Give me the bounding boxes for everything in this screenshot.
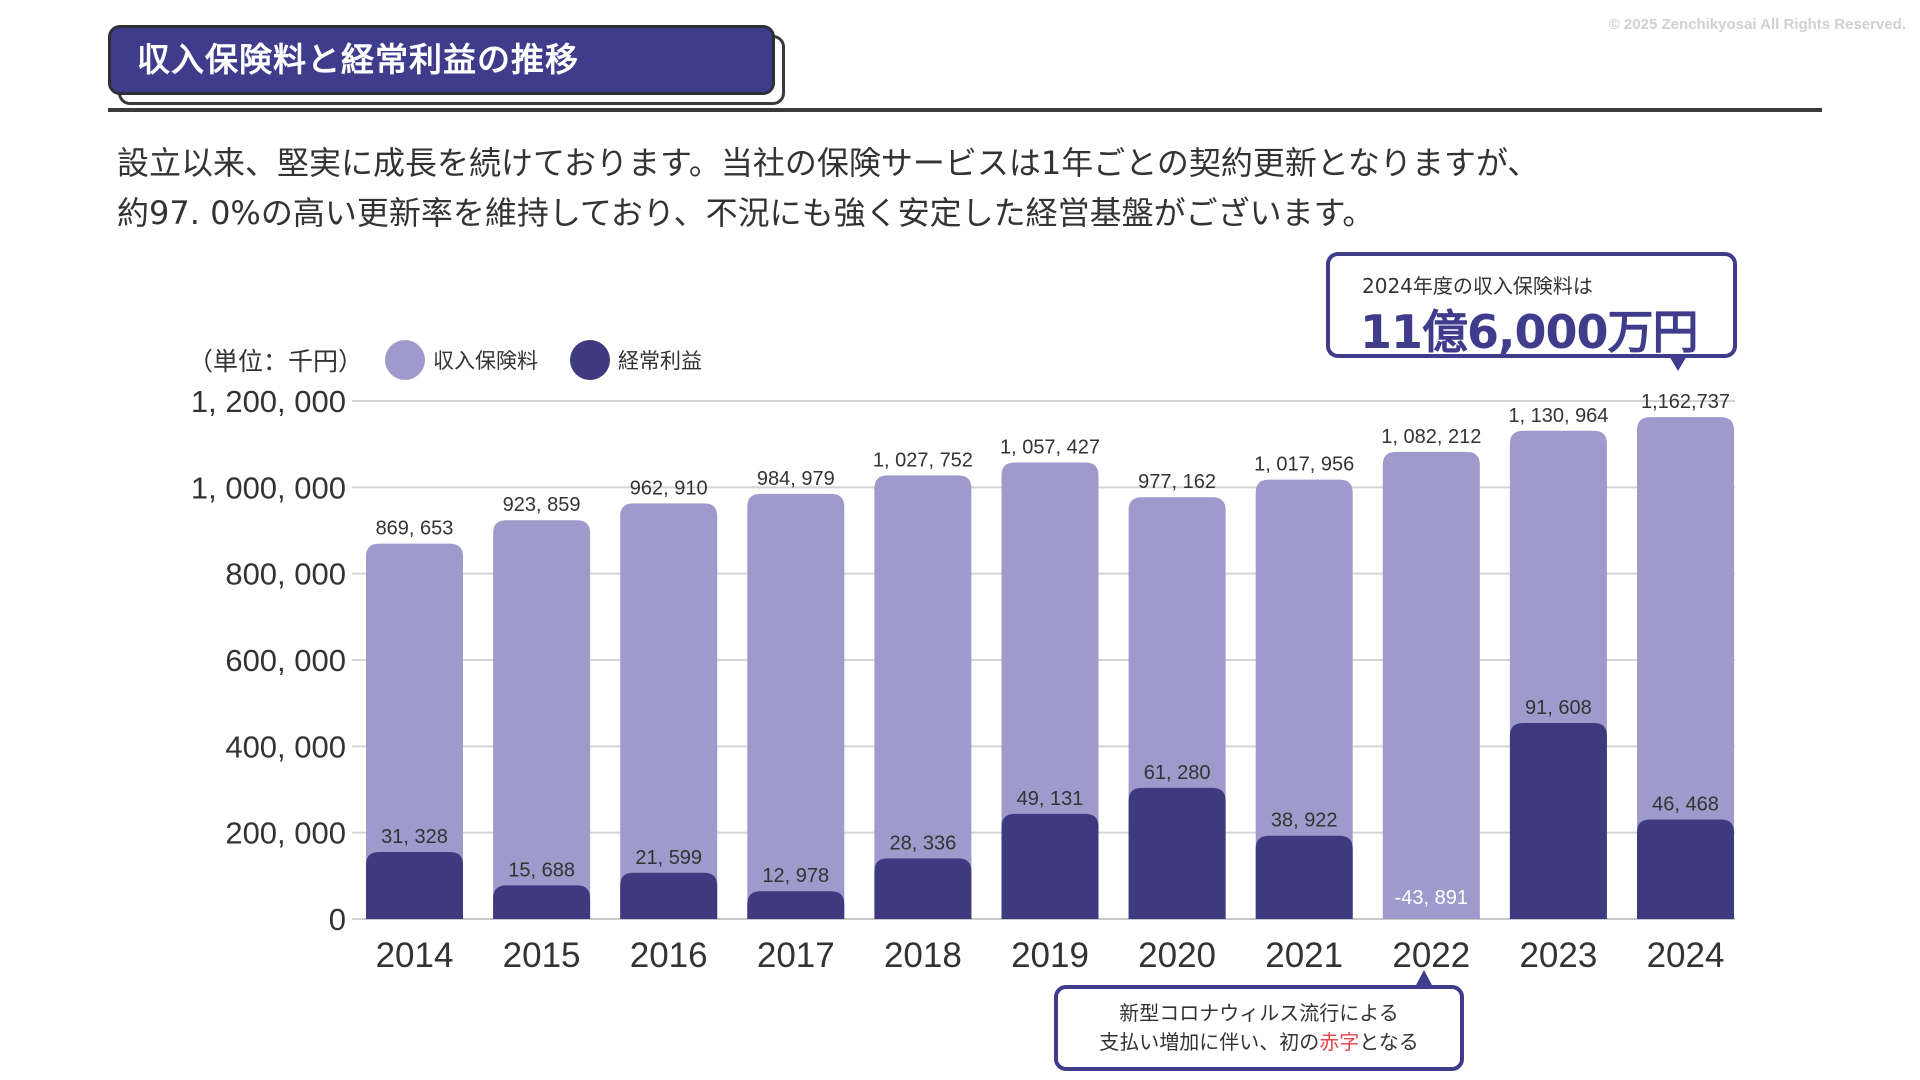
bar-premium-2019: [1001, 462, 1099, 919]
deficit-word: 赤字: [1319, 1030, 1360, 1054]
value-label-premium-2016: 962, 910: [630, 477, 708, 499]
bar-profit-2014: [366, 851, 463, 919]
value-label-premium-2020: 977, 162: [1138, 471, 1216, 493]
bar-premium-2021: [1255, 479, 1353, 919]
copyright-text: © 2025 Zenchikyosai All Rights Reserved.: [1608, 16, 1906, 33]
value-label-profit-2016: 21, 599: [635, 847, 702, 869]
value-label-premium-2023: 1, 130, 964: [1508, 405, 1608, 427]
value-label-profit-2021: 38, 922: [1271, 810, 1338, 832]
value-labels: 869, 653 31, 328 923, 859 15, 688 962, 910 21…: [376, 391, 1730, 909]
y-tick-label: 1, 000, 000: [191, 470, 346, 505]
x-axis-ticks: 2014 2015 2016 2017 2018 2019 2020 2021 2022 2023…: [376, 936, 1725, 975]
value-label-profit-2020: 61, 280: [1144, 762, 1211, 784]
legend-label-profit: 経常利益: [618, 349, 703, 373]
bar-profit-2017: [747, 891, 845, 919]
value-label-premium-2024: 1,162,737: [1641, 391, 1730, 413]
bar-profit-2023: [1509, 722, 1607, 919]
legend-swatch-profit: [570, 340, 611, 380]
value-label-premium-2014: 869, 653: [376, 518, 454, 540]
note-text-end: となる: [1359, 1030, 1419, 1054]
bar-premium-2015: [493, 520, 591, 919]
lead-line-1: 設立以来、堅実に成長を続けております。当社の保険サービスは1年ごとの契約更新とな…: [117, 144, 1540, 182]
x-tick-label-2020: 2020: [1138, 936, 1216, 975]
y-axis-ticks: 0 200, 000 400, 000 600, 000 800, 000 1, 000,…: [191, 384, 346, 937]
highlight-callout: 2024年度の収入保険料は 11億6,000万円: [1326, 252, 1737, 359]
value-label-premium-2015: 923, 859: [503, 494, 581, 516]
value-label-premium-2017: 984, 979: [757, 468, 835, 490]
x-tick-label-2024: 2024: [1647, 936, 1725, 975]
bar-premium-2018: [874, 475, 972, 919]
bar-premium-2014: [366, 543, 463, 919]
bar-profit-2018: [874, 858, 972, 919]
title-divider: [108, 108, 1822, 112]
value-label-profit-2017: 12, 978: [762, 865, 829, 887]
legend-label-premium: 収入保険料: [433, 349, 539, 373]
value-label-profit-2019: 49, 131: [1017, 788, 1084, 810]
value-label-premium-2019: 1, 057, 427: [1000, 437, 1100, 459]
x-tick-label-2021: 2021: [1265, 936, 1343, 975]
callout-pointer: [1668, 354, 1688, 371]
x-tick-label-2019: 2019: [1011, 936, 1089, 975]
page-title-box: 収入保険料と経常利益の推移: [108, 25, 785, 105]
bar-profit-2021: [1255, 835, 1353, 919]
y-tick-label: 200, 000: [225, 816, 346, 851]
x-tick-label-2018: 2018: [884, 936, 962, 975]
lead-paragraph: 設立以来、堅実に成長を続けております。当社の保険サービスは1年ごとの契約更新とな…: [117, 138, 1817, 238]
value-label-profit-2018: 28, 336: [890, 832, 957, 854]
lead-line-2: 約97. 0%の高い更新率を維持しており、不況にも強く安定した経営基盤がございま…: [117, 194, 1375, 232]
bar-premium-2024: [1637, 417, 1734, 919]
bar-profit-2020: [1128, 787, 1226, 919]
legend-item-premium: 収入保険料: [385, 340, 538, 380]
y-tick-label: 400, 000: [225, 729, 346, 764]
bars: [366, 417, 1734, 919]
value-label-premium-2021: 1, 017, 956: [1254, 454, 1354, 476]
note-text: 支払い増加に伴い、初の: [1099, 1030, 1320, 1054]
y-tick-label: 600, 000: [225, 643, 346, 678]
callout-subtitle: 2024年度の収入保険料は: [1362, 274, 1593, 298]
bar-profit-2016: [620, 872, 718, 919]
note-line-2: 支払い増加に伴い、初の赤字となる: [1058, 1028, 1460, 1057]
x-tick-label-2017: 2017: [757, 936, 835, 975]
x-tick-label-2023: 2023: [1519, 936, 1597, 975]
x-tick-label-2016: 2016: [630, 936, 708, 975]
note-pointer: [1415, 970, 1433, 987]
x-tick-label-2022: 2022: [1392, 936, 1470, 975]
y-tick-label: 0: [329, 902, 346, 937]
value-label-premium-2018: 1, 027, 752: [873, 449, 973, 471]
chart-legend: （単位：千円） 収入保険料 経常利益: [188, 338, 734, 382]
annotation-note: 新型コロナウィルス流行による 支払い増加に伴い、初の赤字となる: [1054, 985, 1464, 1071]
bar-premium-2017: [747, 493, 845, 919]
x-tick-label-2015: 2015: [503, 936, 581, 975]
unit-label: （単位：千円）: [188, 347, 364, 376]
bar-profit-2019: [1001, 813, 1099, 919]
legend-swatch-premium: [385, 340, 426, 380]
note-line-1: 新型コロナウィルス流行による: [1119, 1001, 1399, 1025]
bar-profit-2024: [1637, 819, 1734, 919]
bar-premium-2016: [620, 503, 718, 919]
value-label-profit-2014: 31, 328: [381, 826, 448, 848]
value-label-profit-2015: 15, 688: [508, 859, 575, 881]
y-tick-label: 800, 000: [225, 557, 346, 592]
callout-value: 11億6,000万円: [1360, 305, 1699, 359]
value-label-profit-2024: 46, 468: [1652, 794, 1719, 816]
value-label-profit-2023: 91, 608: [1525, 697, 1592, 719]
bar-profit-2015: [493, 885, 591, 919]
y-tick-label: 1, 200, 000: [191, 384, 346, 419]
value-label-profit-2022: -43, 891: [1395, 887, 1468, 909]
bar-premium-2022: [1382, 451, 1480, 919]
value-label-premium-2022: 1, 082, 212: [1381, 426, 1481, 448]
legend-item-profit: 経常利益: [570, 340, 702, 380]
page-title: 収入保険料と経常利益の推移: [108, 25, 775, 95]
x-tick-label-2014: 2014: [376, 936, 454, 975]
